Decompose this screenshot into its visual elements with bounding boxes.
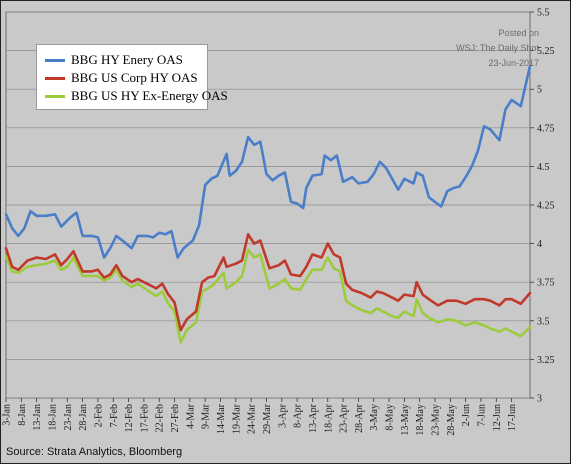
x-tick-label-2: 13-Jan [32,404,43,431]
posted-annotation: Posted on WSJ: The Daily Shot 23-Jun-201… [456,26,539,71]
series-lines [4,64,532,344]
x-tick-label-1: 8-Jan [17,404,28,426]
x-tick-label-7: 7-Feb [109,404,120,427]
series-line-ex-energy [4,248,532,344]
gridlines [6,11,530,399]
y-tick-label-10: 5.5 [537,8,550,19]
y-tick-label-5: 4.25 [537,201,555,212]
x-tick-label-27: 18-May [415,404,426,436]
legend-label-energy: BBG HY Enery OAS [71,52,183,67]
x-axis: 3-Jan 8-Jan 13-Jan 18-Jan 23-Jan 28-Jan 2-Feb 7… [2,398,518,436]
x-tick-label-4: 23-Jan [63,404,74,431]
x-tick-label-5: 28-Jan [78,404,89,431]
x-tick-label-22: 23-Apr [339,403,350,433]
x-tick-label-32: 12-Jun [492,404,503,431]
y-tick-label-3: 3.75 [537,278,555,289]
x-tick-label-13: 9-Mar [201,403,212,429]
x-tick-label-28: 23-May [431,404,442,436]
x-tick-label-19: 8-Apr [293,403,304,428]
x-tick-label-30: 2-Jun [461,404,472,426]
y-tick-label-6: 4.5 [537,162,550,173]
y-tick-label-2: 3.5 [537,316,550,327]
x-tick-label-9: 17-Feb [139,404,150,432]
legend-label-ex-energy: BBG US HY Ex-Energy OAS [71,88,228,103]
x-tick-label-31: 7-Jun [476,404,487,426]
x-tick-label-20: 13-Apr [308,403,319,433]
legend-item-energy: BBG HY Enery OAS [45,50,183,70]
legend-swatch-ex-energy [45,94,65,98]
source-note: Source: Strata Analytics, Bloomberg [6,446,183,458]
legend-swatch-energy [45,58,65,62]
x-tick-label-0: 3-Jan [2,404,13,426]
y-tick-label-7: 4.75 [537,123,555,134]
x-tick-label-10: 22-Feb [155,404,166,432]
series-line-energy [4,64,532,259]
legend-swatch-corp-hy [45,76,65,80]
publication-label: WSJ: The Daily Shot [456,43,539,53]
x-tick-label-21: 18-Apr [323,403,334,433]
y-tick-label-0: 3 [537,394,542,405]
x-tick-label-24: 3-May [369,404,380,431]
legend-label-corp-hy: BBG US Corp HY OAS [71,70,198,85]
y-tick-label-4: 4 [537,239,542,250]
x-tick-label-14: 14-Mar [216,403,227,434]
legend-item-ex-energy: BBG US HY Ex-Energy OAS [45,86,228,106]
x-tick-label-12: 4-Mar [185,403,196,429]
x-tick-label-6: 2-Feb [93,404,104,427]
x-tick-label-17: 29-Mar [262,403,273,434]
x-tick-label-23: 28-Apr [354,403,365,433]
y-tick-label-9: 5.25 [537,46,555,57]
x-tick-label-16: 24-Mar [247,403,258,434]
series-line-corp-hy [4,233,532,332]
x-tick-label-29: 28-May [446,404,457,436]
x-tick-label-25: 8-May [385,404,396,431]
x-tick-label-3: 18-Jan [47,404,58,431]
y-tick-label-8: 5 [537,85,542,96]
x-tick-label-33: 17-Jun [507,404,518,431]
posted-on-label: Posted on [498,28,539,38]
x-tick-label-26: 13-May [400,404,411,436]
legend: BBG HY Enery OAS BBG US Corp HY OAS BBG … [36,44,228,110]
y-tick-label-1: 3.25 [537,355,555,366]
x-tick-label-18: 3-Apr [277,403,288,428]
y-axis: 3 3.25 3.5 3.75 4 4.25 4.5 4.75 5 5.25 5.5 [530,8,555,405]
x-tick-label-11: 27-Feb [170,404,181,432]
legend-item-corp-hy: BBG US Corp HY OAS [45,68,198,88]
posted-date-label: 23-Jun-2017 [488,58,539,68]
x-tick-label-15: 19-Mar [231,403,242,434]
x-tick-label-8: 12-Feb [124,404,135,432]
